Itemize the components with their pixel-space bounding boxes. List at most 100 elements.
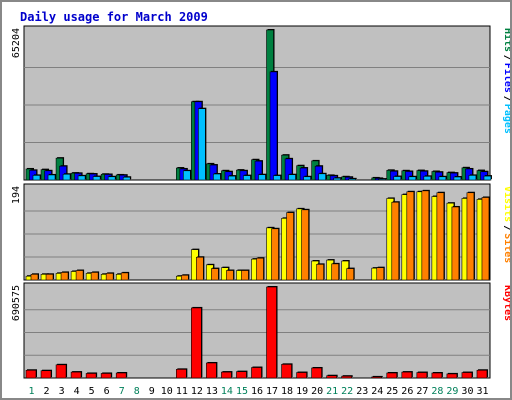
kbytes-kbytes-bar [416, 372, 428, 379]
kbytes-kbytes-bar [281, 364, 292, 379]
visits-sites-sites-bar [376, 267, 385, 281]
visits-sites-sites-bar [90, 272, 99, 281]
hits-files-pages-pages-bar [408, 176, 417, 181]
x-tick-label: 8 [134, 386, 140, 397]
hits-files-pages-pages-bar [378, 178, 387, 181]
kbytes-kbytes-bar [251, 367, 262, 379]
x-tick-label: 21 [326, 386, 338, 397]
x-tick-label: 19 [296, 386, 308, 397]
hits-files-pages-legend-pages: Pages [502, 104, 510, 134]
kbytes-kbytes-bar [371, 376, 383, 379]
kbytes-kbytes-bar [25, 369, 37, 379]
visits-sites-sites-bar [481, 197, 490, 281]
hits-files-pages-pages-bar [288, 174, 296, 181]
hits-files-pages-pages-bar [438, 176, 447, 181]
hits-files-pages-files-bar [269, 71, 278, 181]
x-tick-label: 29 [446, 386, 458, 397]
hits-files-pages-legend-separator: / [502, 55, 510, 61]
visits-sites-sites-bar [256, 257, 264, 281]
x-tick-label: 11 [176, 386, 188, 397]
x-tick-label: 27 [416, 386, 428, 397]
kbytes-kbytes-bar [476, 369, 488, 379]
kbytes-kbytes-bar [326, 375, 337, 379]
hits-files-pages-ymax-label: 65204 [11, 28, 22, 58]
kbytes-kbytes-bar [100, 373, 112, 379]
x-tick-label: 1 [29, 386, 35, 397]
kbytes-kbytes-bar [401, 371, 413, 379]
kbytes-panel [23, 282, 491, 379]
x-tick-label: 5 [89, 386, 95, 397]
kbytes-kbytes-bar [431, 372, 443, 379]
x-tick-label: 24 [371, 386, 383, 397]
x-tick-label: 6 [104, 386, 110, 397]
visits-sites-sites-bar [466, 192, 475, 281]
kbytes-kbytes-bar [386, 372, 398, 379]
kbytes-kbytes-bar [311, 367, 322, 379]
visits-sites-sites-bar [75, 270, 84, 281]
x-tick-label: 2 [44, 386, 50, 397]
hits-files-pages-pages-bar [107, 176, 116, 181]
visits-sites-sites-bar [211, 268, 219, 281]
x-tick-label: 18 [281, 386, 293, 397]
hits-files-pages-pages-bar [258, 174, 266, 181]
hits-files-pages-panel [23, 25, 491, 181]
kbytes-kbytes-bar [85, 373, 97, 379]
hits-files-pages-legend-hits: Hits [502, 28, 510, 52]
x-tick-label: 26 [401, 386, 413, 397]
visits-sites-sites-bar [226, 270, 234, 281]
kbytes-ymax-label: 690575 [11, 285, 22, 321]
hits-files-pages-pages-bar [243, 175, 251, 181]
visits-sites-sites-bar [60, 272, 69, 281]
kbytes-kbytes-bar [221, 371, 232, 379]
visits-sites-sites-bar [30, 274, 39, 281]
hits-files-pages-pages-bar-shadow [379, 178, 387, 179]
x-tick-label: 28 [431, 386, 443, 397]
hits-files-pages-pages-bar [122, 176, 131, 181]
x-tick-label: 15 [236, 386, 248, 397]
visits-sites-legend-separator: / [502, 225, 510, 231]
x-tick-label: 25 [386, 386, 398, 397]
hits-files-pages-pages-bar-shadow [349, 177, 357, 179]
visits-sites-sites-bar [421, 190, 430, 281]
kbytes-legend-kbytes: KBytes [502, 285, 510, 321]
hits-files-pages-pages-bar [333, 177, 341, 181]
visits-sites-sites-bar [45, 274, 54, 281]
hits-files-pages-pages-bar [32, 175, 41, 181]
visits-sites-legend-sites: Sites [502, 233, 510, 263]
x-tick-label: 31 [476, 386, 488, 397]
visits-sites-sites-bar [241, 270, 249, 281]
visits-sites-sites-bar [451, 206, 460, 281]
visits-sites-sites-bar [181, 274, 189, 281]
visits-sites-sites-bar [346, 268, 354, 281]
kbytes-kbytes-bar [266, 286, 277, 379]
hits-files-pages-pages-bar [273, 175, 281, 181]
kbytes-kbytes-bar [191, 307, 202, 379]
kbytes-kbytes-bar [236, 371, 247, 379]
kbytes-kbytes-bar [115, 372, 127, 379]
x-tick-label: 20 [311, 386, 323, 397]
x-tick-label: 4 [74, 386, 80, 397]
hits-files-pages-pages-bar [92, 176, 101, 181]
x-tick-label: 9 [149, 386, 155, 397]
hits-files-pages-pages-bar [228, 175, 236, 181]
hits-files-pages-pages-bar [213, 173, 221, 181]
x-tick-label: 22 [341, 386, 353, 397]
page-title: Daily usage for March 2009 [20, 10, 208, 24]
visits-sites-sites-bar [406, 191, 415, 281]
visits-sites-legend-visits: Visits [502, 186, 510, 222]
kbytes-kbytes-bar [176, 369, 187, 379]
kbytes-kbytes-bar [70, 371, 82, 379]
x-tick-label: 13 [206, 386, 218, 397]
hits-files-pages-pages-bar [393, 176, 402, 181]
visits-sites-sites-bar [316, 264, 324, 281]
x-tick-label: 3 [59, 386, 65, 397]
hits-files-pages-pages-bar [468, 175, 477, 181]
visits-sites-sites-bar [196, 256, 204, 281]
kbytes-kbytes-bar [296, 372, 307, 379]
x-tick-label: 23 [356, 386, 368, 397]
visits-sites-sites-bar [436, 192, 445, 281]
kbytes-kbytes-bar [55, 364, 67, 379]
hits-files-pages-pages-bar [183, 170, 191, 181]
hits-files-pages-pages-bar [62, 173, 71, 181]
